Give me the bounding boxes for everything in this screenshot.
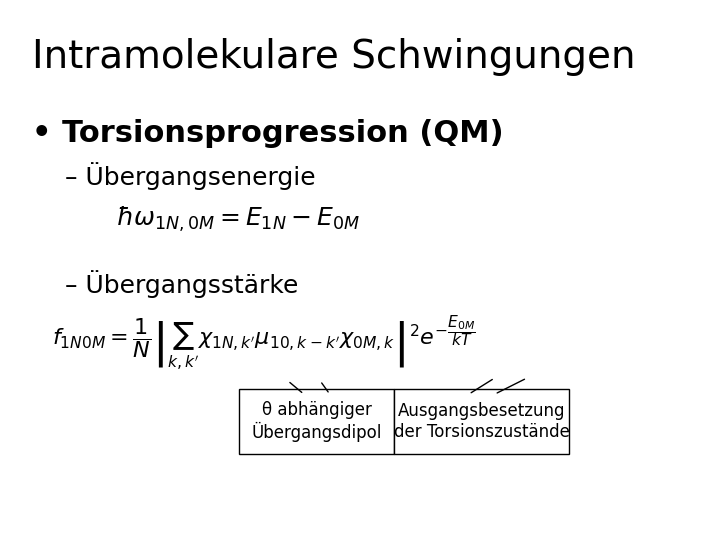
Text: $f_{1N0M} = \dfrac{1}{N} \left| \sum_{k,k^{\prime}} \chi_{1N,k^{\prime}} \mu_{10: $f_{1N0M} = \dfrac{1}{N} \left| \sum_{k,… [52, 313, 476, 373]
Text: Ausgangsbesetzung
der Torsionszustände: Ausgangsbesetzung der Torsionszustände [394, 402, 570, 441]
Text: – Übergangsenergie: – Übergangsenergie [65, 162, 315, 190]
Text: • Torsionsprogression (QM): • Torsionsprogression (QM) [32, 119, 504, 148]
Text: – Übergangsstärke: – Übergangsstärke [65, 270, 298, 298]
Text: $\hbar\omega_{1N,0M} = E_{1N} - E_{0M}$: $\hbar\omega_{1N,0M} = E_{1N} - E_{0M}$ [117, 205, 361, 234]
Text: θ abhängiger
Übergangsdipol: θ abhängiger Übergangsdipol [252, 401, 382, 442]
Text: Intramolekulare Schwingungen: Intramolekulare Schwingungen [32, 38, 636, 76]
FancyBboxPatch shape [239, 389, 395, 454]
FancyBboxPatch shape [395, 389, 569, 454]
